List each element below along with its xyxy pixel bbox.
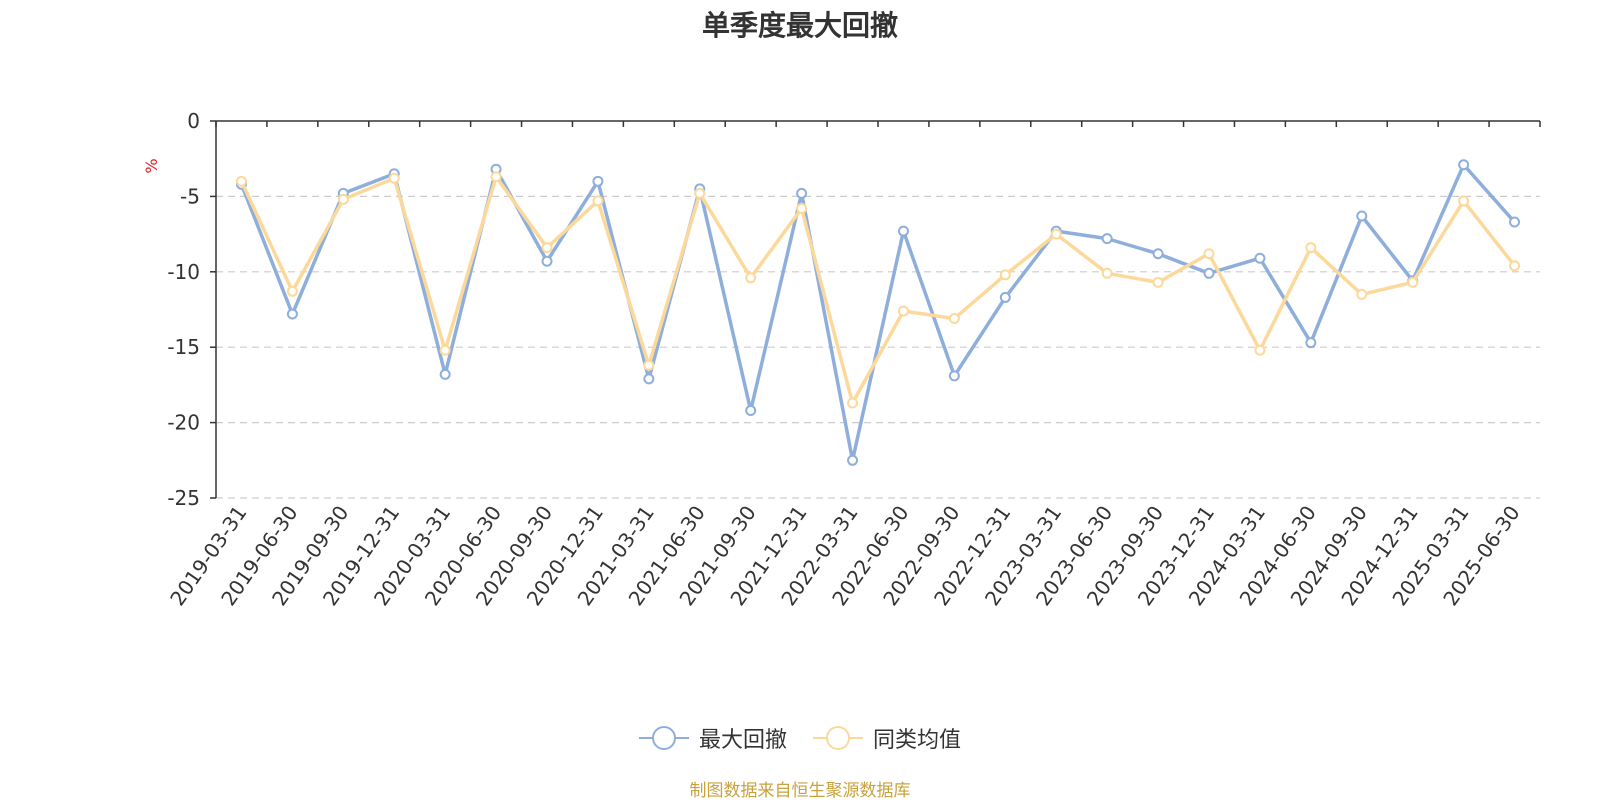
data-point[interactable] xyxy=(592,195,604,207)
data-point[interactable] xyxy=(235,175,247,187)
data-point[interactable] xyxy=(1305,242,1317,254)
y-axis-label: % xyxy=(142,158,161,173)
legend-marker-series-1 xyxy=(638,726,689,750)
data-point[interactable] xyxy=(490,171,502,183)
data-point[interactable] xyxy=(388,172,400,184)
data-point[interactable] xyxy=(1203,248,1215,260)
data-point[interactable] xyxy=(337,193,349,205)
series-line xyxy=(239,162,1516,463)
legend-circle xyxy=(826,726,850,750)
data-point[interactable] xyxy=(745,272,757,284)
data-point[interactable] xyxy=(999,291,1011,303)
y-tick-label: -20 xyxy=(167,411,200,435)
data-point[interactable] xyxy=(999,269,1011,281)
legend: 最大回撤 同类均值 xyxy=(0,722,1600,754)
data-point[interactable] xyxy=(1407,276,1419,288)
data-point[interactable] xyxy=(1254,252,1266,264)
source-note: 制图数据来自恒生聚源数据库 xyxy=(689,781,911,801)
legend-circle xyxy=(651,726,676,750)
data-point[interactable] xyxy=(1509,216,1521,228)
data-point[interactable] xyxy=(1305,337,1317,349)
data-point[interactable] xyxy=(796,202,808,214)
data-point[interactable] xyxy=(1356,210,1368,222)
y-tick-label: -10 xyxy=(167,260,200,284)
data-point[interactable] xyxy=(1050,228,1062,240)
series-line xyxy=(239,175,1516,405)
data-point[interactable] xyxy=(1458,159,1470,171)
y-tick-label: -25 xyxy=(167,486,200,510)
data-point[interactable] xyxy=(1152,276,1164,288)
data-point[interactable] xyxy=(1203,267,1215,279)
data-point[interactable] xyxy=(897,225,909,237)
data-point[interactable] xyxy=(1356,288,1368,300)
data-point[interactable] xyxy=(745,405,757,417)
data-point[interactable] xyxy=(286,308,298,320)
data-point[interactable] xyxy=(1458,195,1470,207)
series-1 xyxy=(235,159,1521,466)
y-tick-label: 0 xyxy=(187,109,200,133)
data-point[interactable] xyxy=(439,344,451,356)
data-point[interactable] xyxy=(1101,267,1113,279)
x-tick-labels: 2019-03-312019-06-302019-09-302019-12-31… xyxy=(165,501,1524,610)
series-layer xyxy=(235,159,1521,466)
y-tick-label: -15 xyxy=(167,335,200,359)
data-point[interactable] xyxy=(541,255,553,267)
y-tick-labels: 0 -5 -10 -15 -20 -25 xyxy=(167,109,200,510)
data-point[interactable] xyxy=(948,370,960,382)
series-2 xyxy=(235,171,1521,409)
y-tick-label: -5 xyxy=(180,184,200,208)
data-point[interactable] xyxy=(847,454,859,466)
data-point[interactable] xyxy=(439,368,451,380)
data-point[interactable] xyxy=(643,359,655,371)
data-point[interactable] xyxy=(694,187,706,199)
data-point[interactable] xyxy=(1509,260,1521,272)
data-point[interactable] xyxy=(592,175,604,187)
chart-title: 单季度最大回撤 xyxy=(701,9,898,42)
axes xyxy=(210,120,1541,499)
legend-marker-series-2 xyxy=(813,726,863,750)
line-chart: % 0 -5 -10 -15 -20 -25 2019-03-312019-06-3020… xyxy=(142,109,1541,610)
data-point[interactable] xyxy=(643,373,655,385)
data-point[interactable] xyxy=(948,313,960,325)
data-point[interactable] xyxy=(1152,248,1164,260)
data-point[interactable] xyxy=(1101,233,1113,245)
data-point[interactable] xyxy=(286,285,298,297)
legend-label-series-2: 同类均值 xyxy=(873,728,962,753)
legend-item-series-1[interactable]: 最大回撤 xyxy=(638,722,787,754)
data-point[interactable] xyxy=(541,242,553,254)
legend-item-series-2[interactable]: 同类均值 xyxy=(813,722,961,754)
data-point[interactable] xyxy=(1254,344,1266,356)
data-point[interactable] xyxy=(897,305,909,317)
data-point[interactable] xyxy=(796,187,808,199)
legend-label-series-1: 最大回撤 xyxy=(698,728,787,753)
data-point[interactable] xyxy=(847,397,859,409)
